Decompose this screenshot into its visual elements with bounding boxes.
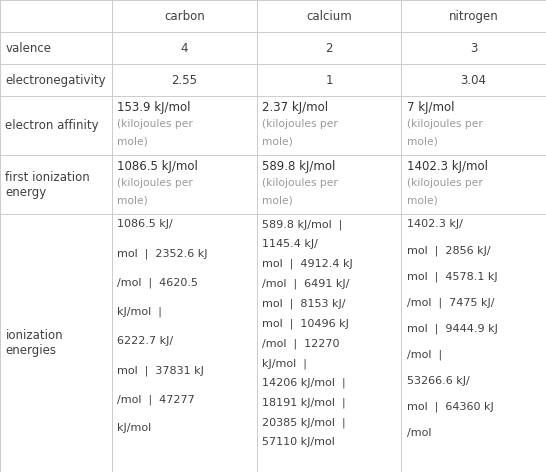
Text: (kilojoules per: (kilojoules per — [262, 119, 338, 129]
Text: mole): mole) — [117, 137, 148, 147]
Text: /mol  |  7475 kJ/: /mol | 7475 kJ/ — [407, 297, 494, 308]
Text: electronegativity: electronegativity — [5, 74, 106, 87]
Text: ionization
energies: ionization energies — [5, 329, 63, 357]
Text: 3.04: 3.04 — [461, 74, 486, 87]
Text: mol  |  4912.4 kJ: mol | 4912.4 kJ — [262, 259, 353, 269]
Text: 57110 kJ/mol: 57110 kJ/mol — [262, 438, 335, 447]
Text: kJ/mol  |: kJ/mol | — [117, 307, 162, 317]
Text: /mol  |  12270: /mol | 12270 — [262, 338, 340, 349]
Text: 7 kJ/mol: 7 kJ/mol — [407, 101, 454, 114]
Text: electron affinity: electron affinity — [5, 119, 99, 132]
Text: (kilojoules per: (kilojoules per — [117, 119, 193, 129]
Text: (kilojoules per: (kilojoules per — [407, 119, 483, 129]
Text: mole): mole) — [117, 196, 148, 206]
Text: 6222.7 kJ/: 6222.7 kJ/ — [117, 336, 174, 346]
Text: valence: valence — [5, 42, 51, 55]
Text: 1402.3 kJ/mol: 1402.3 kJ/mol — [407, 160, 488, 173]
Text: /mol  |: /mol | — [407, 350, 442, 360]
Text: mole): mole) — [262, 196, 293, 206]
Text: 2: 2 — [325, 42, 333, 55]
Text: /mol: /mol — [407, 428, 431, 438]
Text: kJ/mol: kJ/mol — [117, 423, 152, 433]
Text: 1145.4 kJ/: 1145.4 kJ/ — [262, 239, 318, 249]
Text: 1402.3 kJ/: 1402.3 kJ/ — [407, 219, 462, 229]
Text: first ionization
energy: first ionization energy — [5, 171, 90, 199]
Text: mol  |  37831 kJ: mol | 37831 kJ — [117, 365, 204, 376]
Text: 4: 4 — [181, 42, 188, 55]
Text: mol  |  2352.6 kJ: mol | 2352.6 kJ — [117, 248, 208, 259]
Text: 153.9 kJ/mol: 153.9 kJ/mol — [117, 101, 191, 114]
Text: (kilojoules per: (kilojoules per — [262, 178, 338, 188]
Text: 1086.5 kJ/mol: 1086.5 kJ/mol — [117, 160, 198, 173]
Text: 589.8 kJ/mol  |: 589.8 kJ/mol | — [262, 219, 342, 229]
Text: kJ/mol  |: kJ/mol | — [262, 358, 307, 369]
Text: mol  |  10496 kJ: mol | 10496 kJ — [262, 318, 349, 329]
Text: /mol  |  6491 kJ/: /mol | 6491 kJ/ — [262, 278, 349, 289]
Text: 1086.5 kJ/: 1086.5 kJ/ — [117, 219, 173, 229]
Text: 14206 kJ/mol  |: 14206 kJ/mol | — [262, 378, 346, 388]
Text: nitrogen: nitrogen — [449, 9, 498, 23]
Text: mol  |  2856 kJ/: mol | 2856 kJ/ — [407, 245, 490, 256]
Text: 2.37 kJ/mol: 2.37 kJ/mol — [262, 101, 328, 114]
Text: mol  |  4578.1 kJ: mol | 4578.1 kJ — [407, 271, 497, 282]
Text: 2.55: 2.55 — [171, 74, 197, 87]
Text: mol  |  64360 kJ: mol | 64360 kJ — [407, 402, 494, 413]
Text: mole): mole) — [407, 196, 437, 206]
Text: 3: 3 — [470, 42, 477, 55]
Text: mole): mole) — [407, 137, 437, 147]
Text: mol  |  9444.9 kJ: mol | 9444.9 kJ — [407, 323, 497, 334]
Text: 20385 kJ/mol  |: 20385 kJ/mol | — [262, 418, 346, 428]
Text: /mol  |  4620.5: /mol | 4620.5 — [117, 278, 198, 288]
Text: 589.8 kJ/mol: 589.8 kJ/mol — [262, 160, 335, 173]
Text: 1: 1 — [325, 74, 333, 87]
Text: (kilojoules per: (kilojoules per — [117, 178, 193, 188]
Text: 53266.6 kJ/: 53266.6 kJ/ — [407, 376, 470, 386]
Text: 18191 kJ/mol  |: 18191 kJ/mol | — [262, 398, 346, 408]
Text: (kilojoules per: (kilojoules per — [407, 178, 483, 188]
Text: mole): mole) — [262, 137, 293, 147]
Text: carbon: carbon — [164, 9, 205, 23]
Text: mol  |  8153 kJ/: mol | 8153 kJ/ — [262, 298, 346, 309]
Text: /mol  |  47277: /mol | 47277 — [117, 394, 195, 405]
Text: calcium: calcium — [306, 9, 352, 23]
